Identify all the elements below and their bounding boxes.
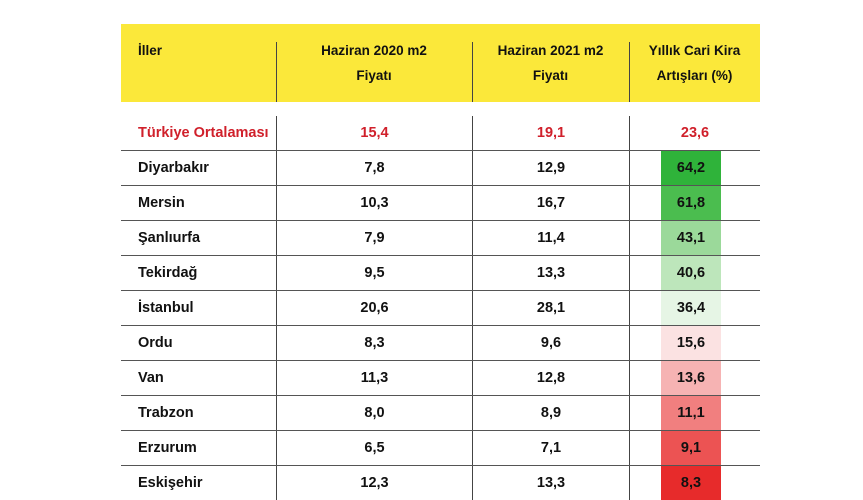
header-price-2020: Haziran 2020 m2 Fiyatı — [276, 24, 472, 102]
heat-swatch: 11,1 — [661, 396, 721, 430]
cell-price-2020: 8,3 — [276, 326, 472, 360]
cell-increase: 9,1 — [629, 431, 760, 465]
cell-price-2021: 13,3 — [472, 256, 629, 290]
cell-province: Eskişehir — [138, 475, 203, 491]
header-provinces: İller — [121, 24, 276, 102]
increase-value: 36,4 — [676, 300, 706, 316]
increase-value: 8,3 — [680, 475, 702, 491]
heat-swatch: 36,4 — [661, 291, 721, 325]
cell-province: Diyarbakır — [138, 160, 209, 176]
table-body: Türkiye Ortalaması 15,4 19,1 23,6 Diyarb… — [121, 116, 760, 500]
increase-value: 43,1 — [676, 230, 706, 246]
cell-province: Erzurum — [138, 440, 197, 456]
table-row: İstanbul 20,6 28,1 36,4 — [121, 291, 760, 326]
table-row-average: Türkiye Ortalaması 15,4 19,1 23,6 — [121, 116, 760, 151]
cell-price-2021: 11,4 — [472, 221, 629, 255]
table-row: Trabzon 8,0 8,9 11,1 — [121, 396, 760, 431]
cell-province: Mersin — [138, 195, 185, 211]
cell-increase: 40,6 — [629, 256, 760, 290]
cell-price-2021: 9,6 — [472, 326, 629, 360]
cell-price-2020: 20,6 — [276, 291, 472, 325]
cell-province: Türkiye Ortalaması — [138, 125, 269, 141]
heat-swatch: 8,3 — [661, 466, 721, 500]
header-provinces-label: İller — [138, 43, 163, 58]
increase-value: 11,1 — [677, 405, 705, 421]
heat-swatch: 40,6 — [661, 256, 721, 290]
table-row: Eskişehir 12,3 13,3 8,3 — [121, 466, 760, 500]
cell-province: Van — [138, 370, 164, 386]
heat-swatch: 9,1 — [661, 431, 721, 465]
header-price-2021-line2: Fiyatı — [532, 68, 569, 83]
header-increase-line2: Artışları (%) — [656, 68, 733, 83]
cell-increase: 36,4 — [629, 291, 760, 325]
increase-value: 13,6 — [676, 370, 706, 386]
cell-price-2020: 7,9 — [276, 221, 472, 255]
cell-price-2020: 7,8 — [276, 151, 472, 185]
cell-price-2021: 13,3 — [472, 466, 629, 500]
cell-province: Tekirdağ — [138, 265, 198, 281]
heat-swatch: 64,2 — [661, 151, 721, 185]
cell-price-2020: 11,3 — [276, 361, 472, 395]
cell-province: Şanlıurfa — [138, 230, 201, 246]
increase-value: 9,1 — [680, 440, 702, 456]
increase-value: 40,6 — [676, 265, 706, 281]
table-row: Tekirdağ 9,5 13,3 40,6 — [121, 256, 760, 291]
cell-increase: 43,1 — [629, 221, 760, 255]
cell-increase: 11,1 — [629, 396, 760, 430]
table-row: Mersin 10,3 16,7 61,8 — [121, 186, 760, 221]
cell-province: İstanbul — [138, 300, 194, 316]
cell-increase: 13,6 — [629, 361, 760, 395]
cell-price-2021: 12,9 — [472, 151, 629, 185]
increase-value: 15,6 — [676, 335, 706, 351]
increase-value: 61,8 — [676, 195, 706, 211]
cell-price-2020: 10,3 — [276, 186, 472, 220]
header-price-2021-line1: Haziran 2021 m2 — [497, 43, 604, 58]
header-increase-line1: Yıllık Cari Kira — [648, 43, 741, 58]
cell-price-2020: 8,0 — [276, 396, 472, 430]
header-price-2021: Haziran 2021 m2 Fiyatı — [472, 24, 629, 102]
increase-value: 64,2 — [676, 160, 706, 176]
table-row: Şanlıurfa 7,9 11,4 43,1 — [121, 221, 760, 256]
cell-price-2020: 9,5 — [276, 256, 472, 290]
cell-increase: 61,8 — [629, 186, 760, 220]
table-row: Ordu 8,3 9,6 15,6 — [121, 326, 760, 361]
cell-price-2021: 19,1 — [472, 116, 629, 150]
cell-province: Ordu — [138, 335, 173, 351]
header-price-2020-line1: Haziran 2020 m2 — [321, 43, 427, 58]
table-row: Erzurum 6,5 7,1 9,1 — [121, 431, 760, 466]
table-row: Diyarbakır 7,8 12,9 64,2 — [121, 151, 760, 186]
cell-province: Trabzon — [138, 405, 194, 421]
cell-price-2021: 12,8 — [472, 361, 629, 395]
cell-increase: 8,3 — [629, 466, 760, 500]
table-row: Van 11,3 12,8 13,6 — [121, 361, 760, 396]
cell-increase: 64,2 — [629, 151, 760, 185]
cell-price-2020: 12,3 — [276, 466, 472, 500]
cell-price-2020: 15,4 — [276, 116, 472, 150]
heat-swatch: 61,8 — [661, 186, 721, 220]
cell-price-2021: 28,1 — [472, 291, 629, 325]
header-price-2020-line2: Fiyatı — [356, 68, 392, 83]
cell-increase: 23,6 — [629, 116, 760, 150]
table-header: İller Haziran 2020 m2 Fiyatı Haziran 202… — [121, 24, 760, 102]
heat-swatch: 15,6 — [661, 326, 721, 360]
cell-price-2021: 8,9 — [472, 396, 629, 430]
cell-price-2021: 7,1 — [472, 431, 629, 465]
cell-price-2021: 16,7 — [472, 186, 629, 220]
header-increase: Yıllık Cari Kira Artışları (%) — [629, 24, 760, 102]
heat-swatch: 13,6 — [661, 361, 721, 395]
cell-increase: 15,6 — [629, 326, 760, 360]
heat-swatch: 43,1 — [661, 221, 721, 255]
rent-table: İller Haziran 2020 m2 Fiyatı Haziran 202… — [121, 24, 760, 500]
cell-price-2020: 6,5 — [276, 431, 472, 465]
